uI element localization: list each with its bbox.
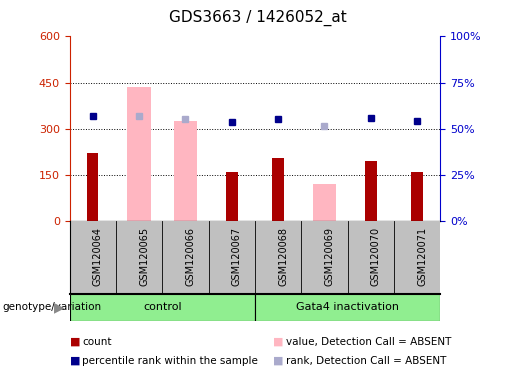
Bar (255, 294, 440, 321)
Text: ▶: ▶ (54, 300, 64, 314)
Bar (174, 121, 197, 221)
Text: GDS3663 / 1426052_at: GDS3663 / 1426052_at (168, 10, 347, 26)
Text: percentile rank within the sample: percentile rank within the sample (82, 356, 259, 366)
Text: control: control (143, 302, 181, 312)
Bar (313, 184, 336, 221)
Text: Gata4 inactivation: Gata4 inactivation (296, 302, 399, 312)
Text: value, Detection Call = ABSENT: value, Detection Call = ABSENT (286, 337, 451, 347)
Bar (70, 294, 255, 321)
Text: GSM120064: GSM120064 (93, 227, 102, 286)
Bar (272, 158, 284, 221)
Text: ■: ■ (273, 356, 283, 366)
Text: ■: ■ (70, 337, 80, 347)
Text: GSM120067: GSM120067 (232, 227, 242, 286)
Bar (411, 172, 423, 221)
Text: count: count (82, 337, 112, 347)
Text: GSM120069: GSM120069 (324, 227, 334, 286)
Text: GSM120070: GSM120070 (371, 227, 381, 286)
Text: GSM120065: GSM120065 (139, 227, 149, 286)
Text: rank, Detection Call = ABSENT: rank, Detection Call = ABSENT (286, 356, 446, 366)
Text: GSM120066: GSM120066 (185, 227, 195, 286)
Text: GSM120071: GSM120071 (417, 227, 427, 286)
Bar (226, 172, 237, 221)
Text: genotype/variation: genotype/variation (3, 302, 101, 312)
Bar (128, 87, 150, 221)
Text: ■: ■ (273, 337, 283, 347)
Bar (365, 161, 376, 221)
Bar (87, 153, 98, 221)
Text: GSM120068: GSM120068 (278, 227, 288, 286)
Text: ■: ■ (70, 356, 80, 366)
